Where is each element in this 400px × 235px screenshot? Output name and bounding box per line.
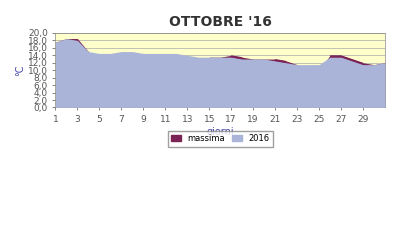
Title: OTTOBRE '16: OTTOBRE '16 [169,15,272,29]
X-axis label: giorni: giorni [206,127,234,137]
Legend: massima, 2016: massima, 2016 [168,131,273,146]
Y-axis label: °C: °C [15,64,25,76]
